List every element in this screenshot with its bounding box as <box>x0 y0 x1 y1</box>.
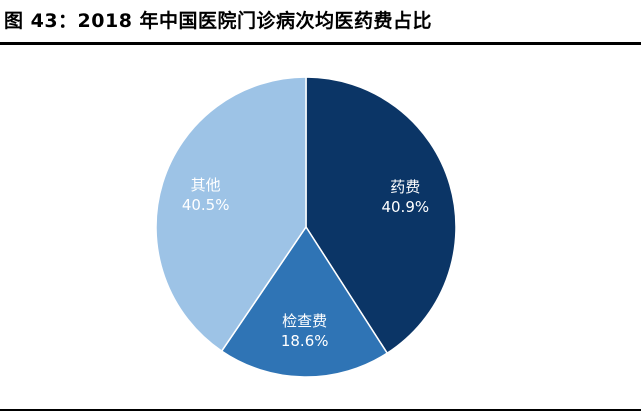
slice-exam-fee <box>220 225 389 378</box>
pie-labels: 药费 40.9% 检查费 18.6% 其他 40.5% <box>182 176 429 350</box>
slice-category-label: 药费 <box>390 178 420 196</box>
slice-value-label: 40.9% <box>381 198 429 216</box>
chart-title: 图 43：2018 年中国医院门诊病次均医药费占比 <box>4 10 433 32</box>
slice-other <box>155 76 307 353</box>
bottom-rule <box>0 409 641 411</box>
slice-category-label: 检查费 <box>282 312 327 330</box>
slice-category-label: 其他 <box>191 176 221 194</box>
pie-slices <box>155 76 457 378</box>
top-rule <box>0 42 641 45</box>
slice-value-label: 18.6% <box>281 332 329 350</box>
slice-value-label: 40.5% <box>182 196 230 214</box>
